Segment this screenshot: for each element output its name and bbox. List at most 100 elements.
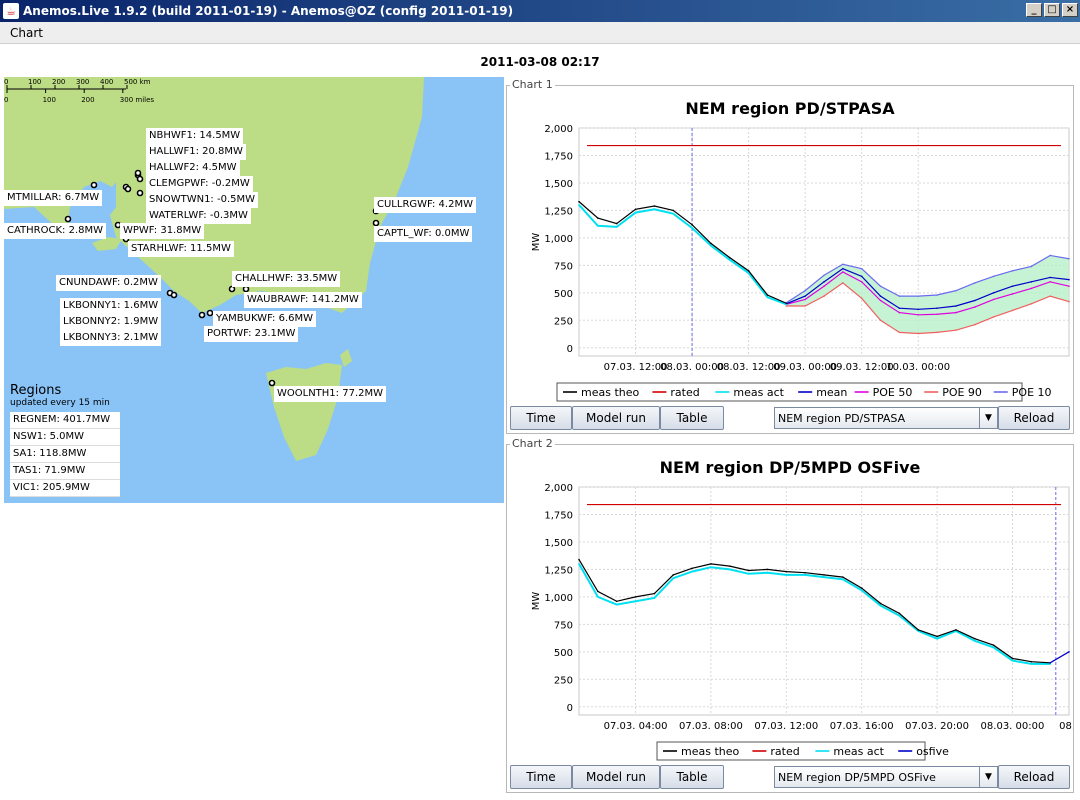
- data-point: [898, 295, 901, 297]
- station-label[interactable]: MTMILLAR: 6.7MW: [4, 190, 103, 206]
- data-point: [728, 565, 731, 567]
- data-point: [653, 597, 656, 599]
- station-label[interactable]: WPWF: 31.8MW: [120, 223, 205, 239]
- data-point: [955, 329, 957, 331]
- chevron-down-icon[interactable]: ▼: [979, 408, 997, 428]
- data-point: [992, 298, 995, 301]
- station-label[interactable]: WATERLWF: -0.3MW: [146, 208, 251, 224]
- data-point: [879, 602, 882, 605]
- data-point: [615, 600, 618, 603]
- station-label[interactable]: CHALLHWF: 33.5MW: [232, 271, 341, 287]
- y-axis-label: MW: [531, 592, 542, 611]
- station-label[interactable]: PORTWF: 23.1MW: [204, 326, 299, 342]
- data-point: [1030, 660, 1033, 663]
- data-point: [1068, 285, 1070, 288]
- chart1-reload-button[interactable]: Reload: [998, 406, 1070, 430]
- data-point: [898, 307, 901, 310]
- close-button[interactable]: ×: [1062, 3, 1078, 17]
- chart1-table-button[interactable]: Table: [660, 406, 724, 430]
- data-point: [823, 576, 825, 578]
- data-point: [1068, 278, 1070, 281]
- station-label[interactable]: HALLWF2: 4.5MW: [146, 160, 240, 176]
- station-label[interactable]: CLEMGPWF: -0.2MW: [146, 176, 253, 192]
- station-label[interactable]: HALLWF1: 20.8MW: [146, 144, 246, 160]
- station-label[interactable]: CAPTL_WF: 0.0MW: [374, 226, 473, 242]
- maximize-button[interactable]: □: [1044, 3, 1060, 17]
- data-point: [578, 200, 580, 203]
- y-tick-label: 1,000: [544, 234, 573, 245]
- chart1-series-select[interactable]: NEM region PD/STPASA ▼: [774, 407, 998, 429]
- station-label[interactable]: CULLRGWF: 4.2MW: [374, 197, 476, 213]
- data-point: [917, 295, 920, 297]
- data-point: [804, 298, 806, 301]
- station-label[interactable]: CATHROCK: 2.8MW: [4, 223, 107, 239]
- legend-label: mean: [816, 386, 847, 399]
- chart1-controls: Time Model run Table NEM region PD/STPAS…: [510, 406, 1070, 430]
- y-tick-label: 250: [554, 675, 573, 686]
- station-label[interactable]: LKBONNY2: 1.9MW: [60, 314, 162, 330]
- legend-label: meas theo: [681, 745, 740, 758]
- chart-title: NEM region DP/5MPD OSFive: [660, 458, 921, 477]
- data-point: [936, 307, 938, 310]
- station-label[interactable]: CNUNDAWF: 0.2MW: [56, 275, 161, 291]
- wind-farm-map[interactable]: NBHWF1: 14.5MW HALLWF1: 20.8MW HALLWF2: …: [4, 77, 504, 503]
- minimize-button[interactable]: _: [1026, 3, 1042, 17]
- chart2-table-button[interactable]: Table: [660, 765, 724, 789]
- station-label[interactable]: WOOLNTH1: 77.2MW: [274, 386, 387, 402]
- data-point: [728, 256, 731, 259]
- data-point: [804, 574, 806, 576]
- y-tick-label: 250: [554, 316, 573, 327]
- x-tick-label: 08.03. 04:0: [1059, 721, 1073, 732]
- menu-chart[interactable]: Chart: [10, 26, 43, 40]
- chart2-time-button[interactable]: Time: [510, 765, 572, 789]
- data-point: [955, 289, 957, 292]
- legend-label: POE 90: [942, 386, 982, 399]
- station-label[interactable]: SNOWTWN1: -0.5MW: [146, 192, 259, 208]
- data-point: [1030, 303, 1033, 305]
- data-point: [653, 205, 656, 207]
- data-point: [936, 331, 938, 334]
- current-timestamp: 2011-03-08 02:17: [480, 55, 600, 69]
- scale-km-label: 100: [28, 78, 41, 86]
- station-label[interactable]: YAMBUKWF: 6.6MW: [213, 311, 317, 327]
- data-point: [672, 209, 675, 212]
- data-point: [785, 303, 788, 306]
- legend-label: meas theo: [581, 386, 640, 399]
- chart2-reload-button[interactable]: Reload: [998, 765, 1070, 789]
- chart2-series-select[interactable]: NEM region DP/5MPD OSFive ▼: [774, 766, 998, 788]
- station-label[interactable]: NBHWF1: 14.5MW: [146, 128, 244, 144]
- station-label[interactable]: LKBONNY3: 2.1MW: [60, 330, 162, 346]
- data-point: [766, 568, 769, 571]
- data-point: [1030, 287, 1033, 290]
- data-point: [597, 596, 599, 598]
- station-label[interactable]: WAUBRAWF: 141.2MW: [244, 292, 362, 308]
- data-point: [1011, 659, 1014, 662]
- legend-label: osfive: [916, 745, 949, 758]
- chart1-group: Chart 1: [506, 78, 1074, 434]
- chart1-plot[interactable]: NEM region PD/STPASA 0 250 500 750 1,000 1,250…: [507, 92, 1073, 404]
- region-row: TAS1: 71.9MW: [10, 463, 120, 480]
- chart2-model-run-button[interactable]: Model run: [572, 765, 660, 789]
- data-point: [597, 224, 599, 227]
- data-point: [823, 274, 825, 277]
- window-title: Anemos.Live 1.9.2 (build 2011-01-19) - A…: [23, 4, 514, 18]
- regions-title: Regions: [10, 383, 62, 398]
- station-label[interactable]: LKBONNY1: 1.6MW: [60, 298, 162, 314]
- data-point: [842, 578, 844, 581]
- chevron-down-icon[interactable]: ▼: [979, 767, 997, 787]
- data-point: [1049, 295, 1051, 297]
- data-point: [1030, 265, 1033, 268]
- chart2-plot[interactable]: NEM region DP/5MPD OSFive 0 250 500 750 1,000…: [507, 451, 1073, 763]
- chart2-select-value: NEM region DP/5MPD OSFive: [778, 770, 936, 784]
- y-tick-label: 0: [567, 344, 573, 355]
- data-point: [879, 299, 882, 302]
- chart1-model-run-button[interactable]: Model run: [572, 406, 660, 430]
- data-point: [672, 212, 675, 215]
- data-point: [747, 573, 750, 575]
- data-point: [1068, 257, 1070, 260]
- station-label[interactable]: STARHLWF: 11.5MW: [128, 241, 234, 257]
- chart1-time-button[interactable]: Time: [510, 406, 572, 430]
- data-point: [860, 275, 863, 278]
- data-point: [842, 263, 844, 266]
- data-point: [823, 281, 825, 283]
